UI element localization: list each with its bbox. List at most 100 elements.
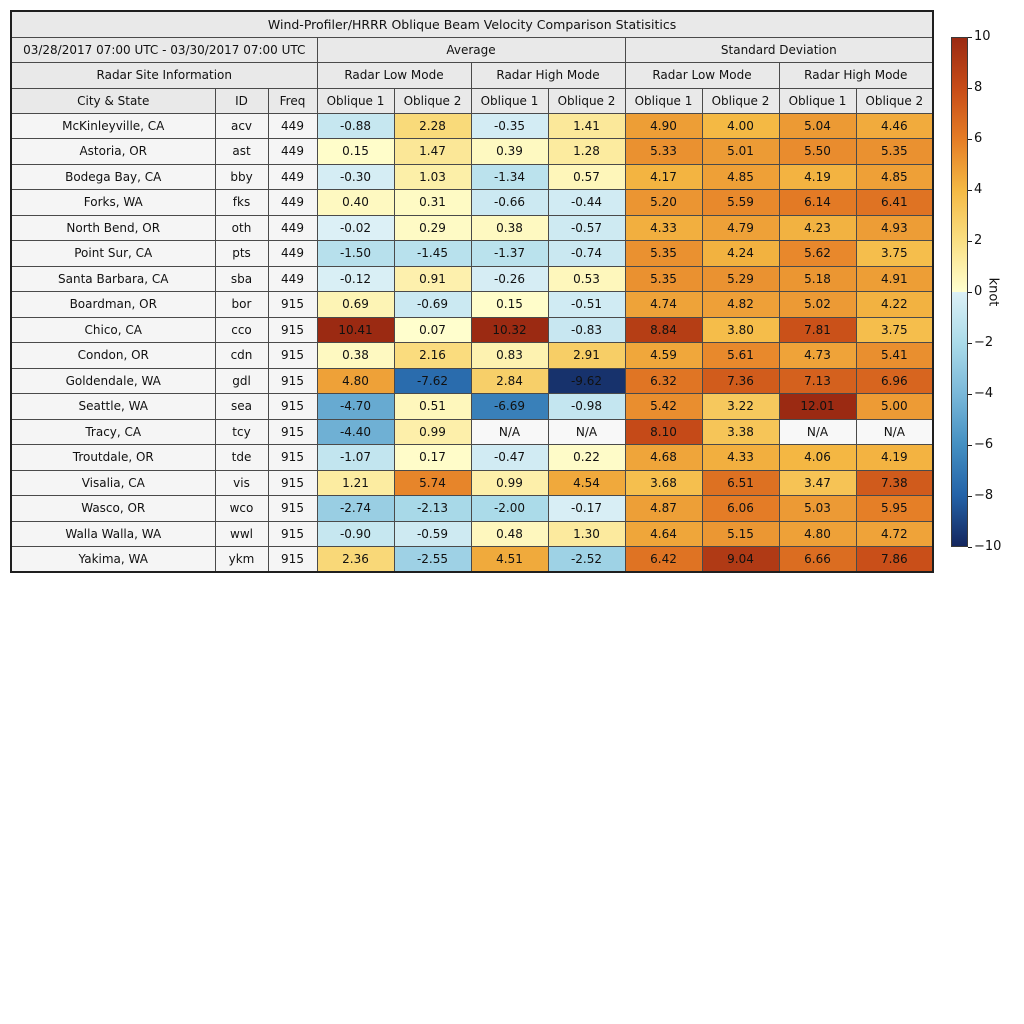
id-column-header: ID: [214, 87, 269, 114]
city-state-cell: Forks, WA: [10, 189, 216, 216]
value-cell: 2.16: [393, 342, 472, 369]
value-cell: 4.91: [855, 265, 934, 292]
value-cell: 4.79: [701, 214, 780, 241]
table-row: Bodega Bay, CA bby 449 -0.30 1.03 -1.34 0.57 4.…: [10, 163, 934, 190]
colorbar-tick: [968, 547, 972, 548]
oblique-column-header: Oblique 2: [547, 87, 626, 114]
value-cell: 1.41: [547, 112, 626, 139]
city-state-cell: Santa Barbara, CA: [10, 265, 216, 292]
value-cell: 10.41: [316, 316, 395, 343]
site-id-cell: pts: [214, 240, 269, 267]
site-id-cell: ykm: [214, 546, 269, 573]
value-cell: -2.52: [547, 546, 626, 573]
table-row: Seattle, WA sea 915 -4.70 0.51 -6.69 -0.98 5.42…: [10, 393, 934, 420]
value-cell: 7.81: [778, 316, 857, 343]
table-title: Wind-Profiler/HRRR Oblique Beam Velocity…: [10, 10, 934, 38]
value-cell: -1.45: [393, 240, 472, 267]
value-cell: -4.70: [316, 393, 395, 420]
value-cell: 4.93: [855, 214, 934, 241]
value-cell: 4.82: [701, 291, 780, 318]
city-state-cell: Yakima, WA: [10, 546, 216, 573]
city-state-cell: Condon, OR: [10, 342, 216, 369]
stats-table: Wind-Profiler/HRRR Oblique Beam Velocity…: [10, 10, 935, 573]
value-cell: 12.01: [778, 393, 857, 420]
value-cell: -0.90: [316, 520, 395, 547]
value-cell: -0.47: [470, 444, 549, 471]
table-row: Tracy, CA tcy 915 -4.40 0.99 N/A N/A 8.10 3.38 N/…: [10, 418, 934, 445]
city-state-column-header: City & State: [10, 87, 216, 114]
value-cell: 8.10: [624, 418, 703, 445]
city-state-cell: Visalia, CA: [10, 469, 216, 496]
oblique-column-header: Oblique 2: [393, 87, 472, 114]
value-cell: 0.99: [393, 418, 472, 445]
table-row: Yakima, WA ykm 915 2.36 -2.55 4.51 -2.52 6.42 9.…: [10, 546, 934, 573]
value-cell: 5.33: [624, 138, 703, 165]
average-group-header: Average: [316, 36, 626, 63]
value-cell: -2.00: [470, 495, 549, 522]
value-cell: 5.20: [624, 189, 703, 216]
oblique-column-header: Oblique 1: [624, 87, 703, 114]
value-cell: -0.17: [547, 495, 626, 522]
value-cell: 3.80: [701, 316, 780, 343]
value-cell: 5.35: [624, 265, 703, 292]
city-state-cell: Troutdale, OR: [10, 444, 216, 471]
value-cell: 0.22: [547, 444, 626, 471]
value-cell: 0.57: [547, 163, 626, 190]
value-cell: 4.80: [316, 367, 395, 394]
value-cell: 4.19: [855, 444, 934, 471]
value-cell: 0.15: [470, 291, 549, 318]
value-cell: 4.22: [855, 291, 934, 318]
site-info-header: Radar Site Information: [10, 61, 318, 89]
value-cell: 3.75: [855, 316, 934, 343]
oblique-column-header: Oblique 2: [701, 87, 780, 114]
value-cell: -0.69: [393, 291, 472, 318]
city-state-cell: Point Sur, CA: [10, 240, 216, 267]
value-cell: -0.02: [316, 214, 395, 241]
oblique-column-header: Oblique 1: [778, 87, 857, 114]
value-cell: 6.41: [855, 189, 934, 216]
value-cell: 5.04: [778, 112, 857, 139]
freq-cell: 915: [267, 316, 318, 343]
value-cell: 1.47: [393, 138, 472, 165]
value-cell: 7.36: [701, 367, 780, 394]
colorbar-tick: [968, 190, 972, 191]
table-body: McKinleyville, CA acv 449 -0.88 2.28 -0.35 1.4…: [10, 112, 934, 573]
colorbar-tick: [968, 241, 972, 242]
value-cell: -2.55: [393, 546, 472, 573]
city-state-cell: Wasco, OR: [10, 495, 216, 522]
value-cell: 0.83: [470, 342, 549, 369]
freq-cell: 449: [267, 214, 318, 241]
colorbar-tick: [968, 37, 972, 38]
value-cell: 6.06: [701, 495, 780, 522]
value-cell: 0.51: [393, 393, 472, 420]
value-cell: 4.85: [701, 163, 780, 190]
freq-cell: 449: [267, 189, 318, 216]
value-cell: 0.91: [393, 265, 472, 292]
value-cell: 0.99: [470, 469, 549, 496]
table-row: North Bend, OR oth 449 -0.02 0.29 0.38 -0.57 4.…: [10, 214, 934, 241]
value-cell: -0.59: [393, 520, 472, 547]
oblique-column-header: Oblique 1: [316, 87, 395, 114]
value-cell: 0.48: [470, 520, 549, 547]
site-id-cell: gdl: [214, 367, 269, 394]
title-row: Wind-Profiler/HRRR Oblique Beam Velocity…: [10, 10, 934, 38]
table-row: Forks, WA fks 449 0.40 0.31 -0.66 -0.44 5.20 5.5…: [10, 189, 934, 216]
freq-cell: 915: [267, 342, 318, 369]
value-cell: N/A: [778, 418, 857, 445]
value-cell: 7.86: [855, 546, 934, 573]
value-cell: 4.46: [855, 112, 934, 139]
value-cell: 0.15: [316, 138, 395, 165]
value-cell: 6.14: [778, 189, 857, 216]
freq-cell: 915: [267, 393, 318, 420]
freq-column-header: Freq: [267, 87, 318, 114]
city-state-cell: Walla Walla, WA: [10, 520, 216, 547]
value-cell: 5.29: [701, 265, 780, 292]
site-id-cell: bby: [214, 163, 269, 190]
value-cell: 5.41: [855, 342, 934, 369]
value-cell: -0.35: [470, 112, 549, 139]
freq-cell: 449: [267, 240, 318, 267]
freq-cell: 915: [267, 520, 318, 547]
value-cell: -1.07: [316, 444, 395, 471]
colorbar-tick: [968, 88, 972, 89]
value-cell: 2.36: [316, 546, 395, 573]
